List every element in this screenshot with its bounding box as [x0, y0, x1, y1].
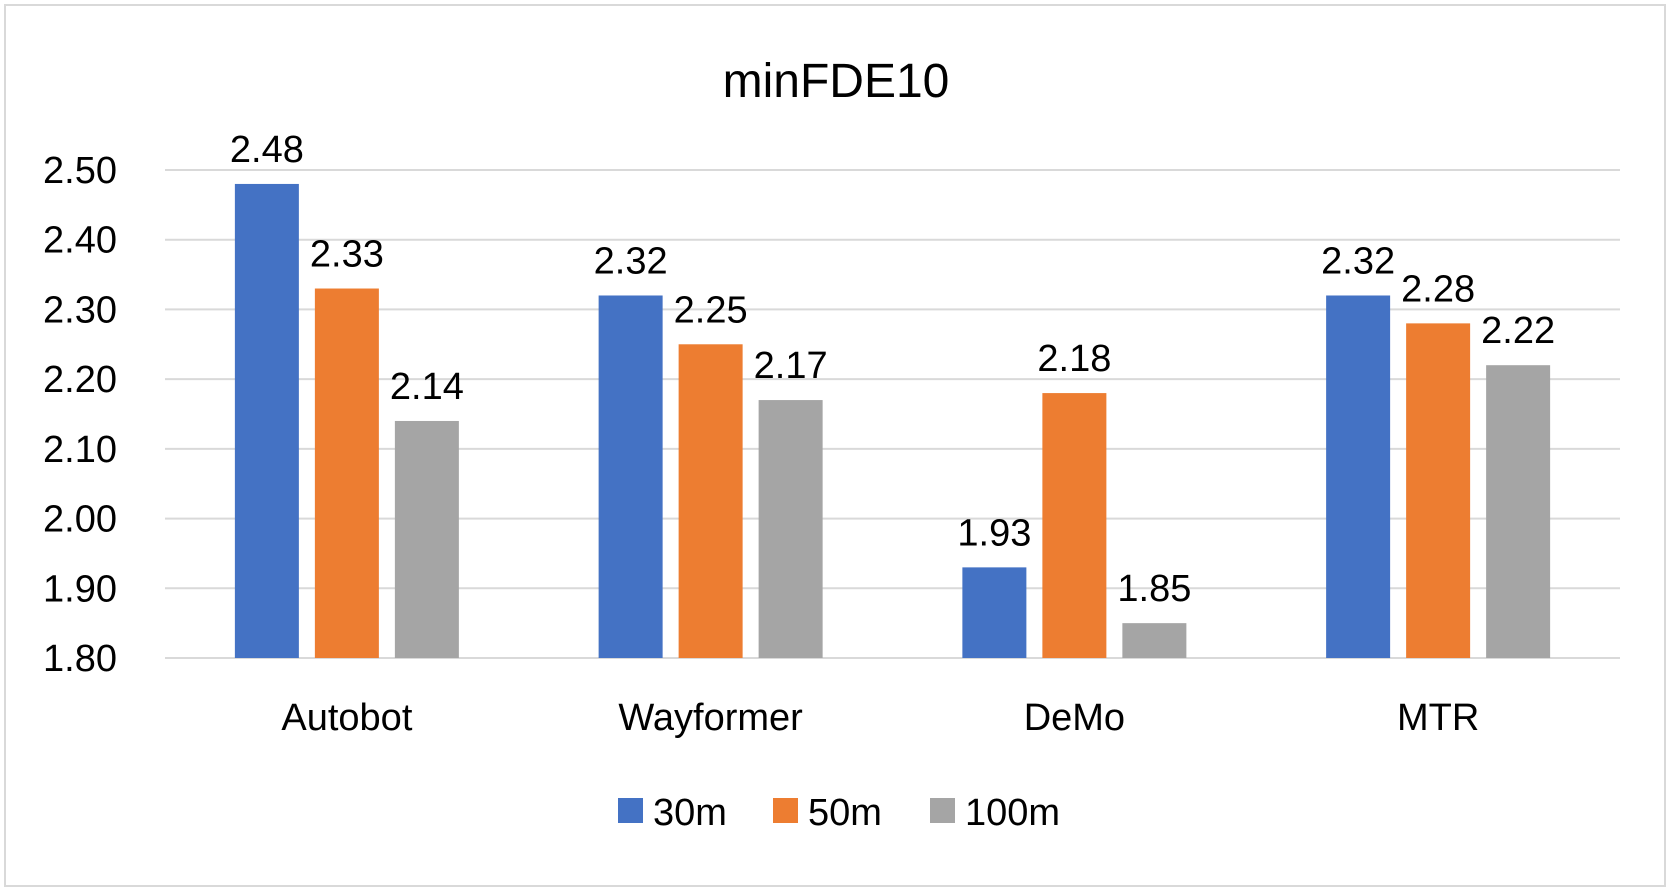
y-tick-label: 1.90 — [43, 568, 117, 610]
data-label: 2.25 — [674, 289, 748, 331]
legend-swatch-50m — [773, 798, 798, 823]
bar-100m — [758, 400, 823, 658]
y-tick-label: 2.40 — [43, 220, 117, 262]
data-label: 2.18 — [1037, 338, 1111, 380]
data-label: 2.33 — [310, 234, 384, 276]
y-tick-label: 2.50 — [43, 150, 117, 192]
x-tick-label: MTR — [1397, 697, 1479, 739]
data-label: 2.32 — [594, 240, 668, 282]
bar-30m — [234, 183, 299, 658]
x-axis-ticks: Autobot Wayformer DeMo MTR — [281, 697, 1479, 739]
bar-30m — [1326, 295, 1391, 658]
y-axis-ticks: 1.80 1.90 2.00 2.10 2.20 2.30 2.40 2.50 — [43, 150, 117, 680]
data-labels: 2.482.332.142.322.252.171.932.181.852.32… — [230, 129, 1555, 610]
bar-50m — [678, 344, 743, 658]
bar-30m — [598, 295, 663, 658]
chart-title: minFDE10 — [723, 55, 950, 108]
bar-50m — [314, 288, 379, 658]
bar-50m — [1406, 323, 1471, 658]
y-tick-label: 2.10 — [43, 429, 117, 471]
bar-30m — [962, 567, 1027, 658]
y-tick-label: 2.20 — [43, 359, 117, 401]
data-label: 2.17 — [754, 345, 828, 387]
data-label: 1.93 — [957, 512, 1031, 554]
legend-label: 50m — [808, 792, 882, 834]
data-label: 1.85 — [1117, 568, 1191, 610]
legend-swatch-30m — [618, 798, 643, 823]
y-tick-label: 1.80 — [43, 638, 117, 680]
data-label: 2.28 — [1401, 268, 1475, 310]
legend-swatch-100m — [930, 798, 955, 823]
x-tick-label: Autobot — [281, 697, 412, 739]
legend-label: 30m — [653, 792, 727, 834]
data-label: 2.22 — [1481, 310, 1555, 352]
x-tick-label: Wayformer — [618, 697, 803, 739]
y-tick-label: 2.30 — [43, 289, 117, 331]
bar-50m — [1042, 393, 1107, 658]
bar-100m — [1122, 623, 1187, 658]
bars — [234, 183, 1551, 658]
y-tick-label: 2.00 — [43, 499, 117, 541]
x-tick-label: DeMo — [1024, 697, 1125, 739]
legend: 30m 50m 100m — [618, 792, 1060, 834]
data-label: 2.32 — [1321, 240, 1395, 282]
data-label: 2.14 — [390, 366, 464, 408]
legend-label: 100m — [965, 792, 1060, 834]
data-label: 2.48 — [230, 129, 304, 171]
bar-100m — [1486, 365, 1551, 658]
bar-100m — [394, 420, 459, 658]
